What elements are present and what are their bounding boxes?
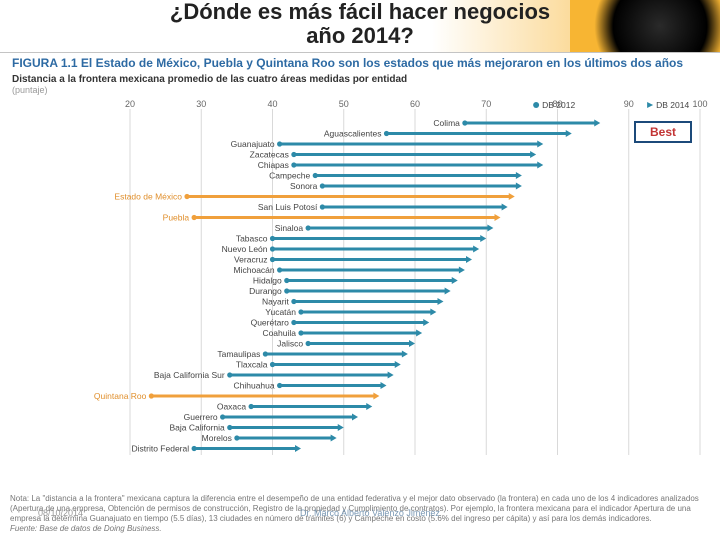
svg-text:Nuevo León: Nuevo León bbox=[222, 244, 268, 254]
chart-svg: 2030405060708090100DB 2012DB 2014ColimaA… bbox=[10, 99, 710, 477]
svg-text:Nayarit: Nayarit bbox=[262, 297, 290, 307]
svg-text:Zacatecas: Zacatecas bbox=[250, 150, 289, 160]
svg-text:Estado de México: Estado de México bbox=[114, 192, 182, 202]
svg-text:Morelos: Morelos bbox=[202, 433, 232, 443]
svg-text:Coahuila: Coahuila bbox=[262, 328, 296, 338]
svg-text:Chiapas: Chiapas bbox=[258, 160, 289, 170]
svg-text:70: 70 bbox=[481, 99, 491, 109]
svg-text:Tlaxcala: Tlaxcala bbox=[236, 360, 268, 370]
note-source: Fuente: Base de datos de Doing Business. bbox=[10, 524, 162, 533]
svg-text:DB 2012: DB 2012 bbox=[542, 100, 575, 110]
svg-text:San Luis Potosí: San Luis Potosí bbox=[258, 202, 318, 212]
arrow-chart: 2030405060708090100DB 2012DB 2014ColimaA… bbox=[10, 99, 710, 477]
footer-author: Dr. Marco Alberto Valenzo Jiménez bbox=[300, 508, 440, 518]
svg-text:Tamaulipas: Tamaulipas bbox=[217, 349, 260, 359]
svg-text:Distrito Federal: Distrito Federal bbox=[131, 444, 189, 454]
page-title: ¿Dónde es más fácil hacer negocios año 2… bbox=[0, 0, 720, 48]
svg-text:Durango: Durango bbox=[249, 286, 282, 296]
svg-text:Baja California Sur: Baja California Sur bbox=[154, 370, 225, 380]
slide-header: ¿Dónde es más fácil hacer negocios año 2… bbox=[0, 0, 720, 52]
svg-text:Baja California: Baja California bbox=[169, 423, 225, 433]
svg-text:Sinaloa: Sinaloa bbox=[275, 223, 304, 233]
svg-text:Yucatán: Yucatán bbox=[265, 307, 296, 317]
svg-text:Guerrero: Guerrero bbox=[184, 412, 218, 422]
subtitle-line1: Distancia a la frontera mexicana promedi… bbox=[12, 74, 710, 85]
title-line2: año 2014? bbox=[306, 23, 414, 48]
figure-caption: FIGURA 1.1 El Estado de México, Puebla y… bbox=[0, 52, 720, 72]
svg-text:50: 50 bbox=[339, 99, 349, 109]
svg-text:DB 2014: DB 2014 bbox=[656, 100, 689, 110]
svg-text:90: 90 bbox=[624, 99, 634, 109]
svg-text:Guanajuato: Guanajuato bbox=[231, 139, 275, 149]
svg-text:40: 40 bbox=[267, 99, 277, 109]
svg-text:Quintana Roo: Quintana Roo bbox=[94, 391, 147, 401]
svg-text:Colima: Colima bbox=[433, 118, 460, 128]
svg-text:Querétaro: Querétaro bbox=[251, 318, 290, 328]
svg-text:60: 60 bbox=[410, 99, 420, 109]
svg-text:20: 20 bbox=[125, 99, 135, 109]
svg-text:Tabasco: Tabasco bbox=[236, 234, 268, 244]
svg-text:Michoacán: Michoacán bbox=[234, 265, 275, 275]
svg-text:Hidalgo: Hidalgo bbox=[253, 276, 282, 286]
best-callout: Best bbox=[634, 121, 692, 143]
svg-text:Aguascalientes: Aguascalientes bbox=[324, 129, 382, 139]
svg-text:100: 100 bbox=[692, 99, 707, 109]
title-line1: ¿Dónde es más fácil hacer negocios bbox=[170, 0, 550, 24]
svg-text:Veracruz: Veracruz bbox=[234, 255, 268, 265]
svg-text:Jalisco: Jalisco bbox=[277, 339, 303, 349]
footer-date: 08/10/2014 bbox=[38, 508, 83, 518]
subtitle-line2: (puntaje) bbox=[12, 85, 710, 95]
svg-text:Chihuahua: Chihuahua bbox=[234, 381, 275, 391]
svg-text:30: 30 bbox=[196, 99, 206, 109]
svg-text:Campeche: Campeche bbox=[269, 171, 310, 181]
chart-subtitle: Distancia a la frontera mexicana promedi… bbox=[0, 72, 720, 95]
svg-text:Sonora: Sonora bbox=[290, 181, 318, 191]
svg-text:Oaxaca: Oaxaca bbox=[217, 402, 247, 412]
svg-text:Puebla: Puebla bbox=[163, 213, 190, 223]
